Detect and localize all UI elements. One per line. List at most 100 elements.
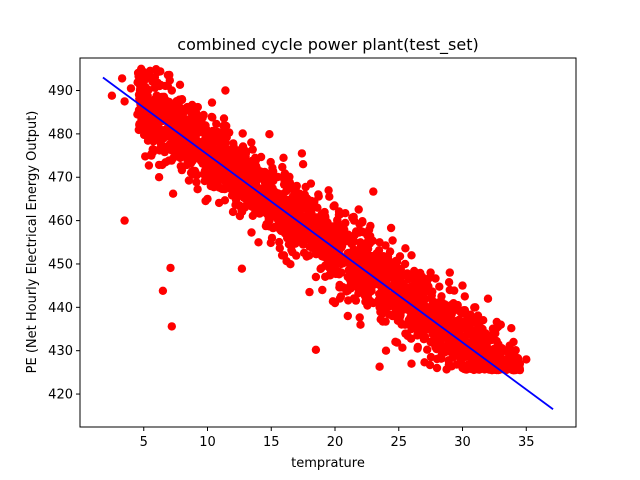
scatter-point: [445, 285, 454, 295]
scatter-point: [400, 259, 410, 269]
scatter-point: [439, 342, 448, 351]
scatter-point: [522, 355, 531, 364]
scatter-point: [363, 283, 372, 293]
scatter-point: [168, 189, 178, 198]
scatter-point: [344, 296, 353, 305]
scatter-point: [154, 160, 164, 170]
scatter-point: [313, 203, 322, 212]
scatter-point: [297, 149, 307, 158]
scatter-point: [214, 198, 224, 208]
scatter-point: [134, 125, 143, 135]
scatter-point: [221, 86, 230, 95]
scatter-point: [237, 264, 247, 273]
scatter-point: [278, 162, 287, 172]
scatter-point: [458, 363, 467, 373]
scatter-point: [164, 156, 174, 165]
scatter-point: [393, 264, 402, 273]
scatter-point: [172, 144, 181, 153]
scatter-point: [362, 290, 372, 299]
scatter-point: [254, 194, 263, 204]
scatter-point: [363, 231, 372, 240]
scatter-point: [407, 251, 416, 260]
scatter-point: [208, 113, 217, 122]
chart-title: combined cycle power plant(test_set): [177, 35, 478, 55]
scatter-point: [247, 190, 257, 199]
regression-line-layer: [102, 76, 554, 410]
scatter-point: [203, 170, 212, 179]
scatter-point: [330, 264, 340, 273]
scatter-point: [432, 363, 442, 373]
scatter-point: [437, 292, 446, 301]
scatter-point: [167, 86, 176, 95]
scatter-point: [358, 217, 367, 226]
regression-line: [102, 76, 554, 410]
scatter-point: [237, 173, 247, 183]
scatter-point: [490, 359, 499, 368]
scatter-point: [184, 176, 194, 185]
scatter-point: [207, 98, 217, 107]
scatter-point: [337, 268, 346, 277]
scatter-point: [120, 97, 129, 106]
scatter-point: [375, 260, 384, 270]
y-tick-label: 420: [48, 388, 73, 403]
scatter-point: [311, 246, 321, 256]
scatter-point: [211, 166, 220, 176]
scatter-point: [435, 282, 444, 291]
scatter-point: [316, 264, 326, 273]
x-tick-label: 35: [518, 435, 535, 450]
scatter-point: [445, 342, 454, 351]
scatter-point: [509, 337, 518, 347]
scatter-point: [318, 217, 328, 227]
scatter-point: [475, 344, 484, 354]
scatter-point: [165, 103, 174, 113]
scatter-point: [432, 298, 442, 308]
scatter-point: [228, 207, 238, 217]
scatter-point: [451, 346, 461, 355]
scatter-point: [487, 332, 497, 341]
scatter-point: [444, 278, 454, 287]
scatter-point: [444, 356, 453, 365]
scatter-point: [330, 225, 340, 234]
scatter-point: [155, 146, 164, 155]
scatter-point: [471, 303, 480, 312]
scatter-point: [483, 363, 493, 373]
scatter-point: [229, 139, 238, 148]
scatter-point: [414, 321, 423, 330]
scatter-point: [318, 285, 327, 295]
x-tick-label: 15: [263, 435, 280, 450]
scatter-point: [456, 308, 466, 317]
scatter-point: [386, 223, 396, 233]
x-axis: 5 10 15 20 25 30 35: [140, 427, 535, 450]
scatter-point: [375, 362, 384, 371]
scatter-point: [407, 311, 416, 320]
scatter-point: [166, 263, 175, 273]
scatter-point: [145, 66, 155, 76]
scatter-point: [458, 346, 467, 355]
scatter-point: [208, 181, 217, 190]
scatter-point: [472, 334, 481, 343]
scatter-point: [311, 345, 321, 354]
scatter-point: [377, 284, 386, 293]
y-tick-label: 450: [48, 257, 73, 272]
scatter-point: [241, 186, 250, 195]
scatter-point: [369, 187, 378, 196]
scatter-point: [298, 160, 308, 169]
x-tick-label: 20: [327, 435, 344, 450]
scatter-point: [356, 285, 365, 295]
scatter-point: [279, 220, 289, 230]
scatter-point: [324, 259, 333, 269]
scatter-point: [364, 239, 373, 249]
scatter-point: [266, 188, 275, 198]
scatter-point: [362, 276, 371, 285]
scatter-point: [356, 320, 365, 329]
x-tick-label: 5: [140, 435, 148, 450]
scatter-points: [107, 64, 531, 375]
scatter-point: [192, 178, 201, 187]
scatter-point: [439, 333, 448, 342]
scatter-point: [466, 310, 475, 319]
scatter-point: [407, 359, 416, 368]
scatter-point: [483, 294, 493, 303]
scatter-point: [392, 292, 402, 301]
scatter-point: [343, 311, 352, 321]
